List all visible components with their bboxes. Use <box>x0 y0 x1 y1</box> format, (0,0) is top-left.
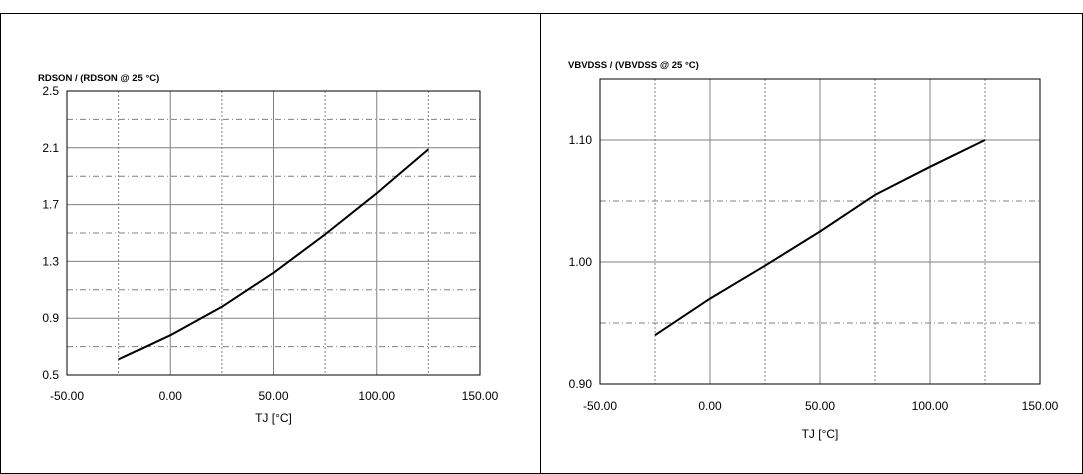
vbvdss-x-tick-label: -50.00 <box>583 399 617 413</box>
vbvdss-chart: 0.90 1.00 1.10 -50.00 0.00 50.00 100.00 150.00 V… <box>568 60 1059 441</box>
vbvdss-x-axis-label: TJ [°C] <box>802 427 839 441</box>
rdson-series-line <box>118 148 430 361</box>
rdson-x-tick-label: 50.00 <box>258 389 288 403</box>
rdson-chart: 0.5 0.9 1.3 1.7 2.1 2.5 -50.00 0.00 50.00 100.00 1… <box>38 73 499 425</box>
rdson-chart-title: RDSON / (RDSON @ 25 °C) <box>38 73 159 84</box>
rdson-x-tick-label: 100.00 <box>358 389 395 403</box>
vbvdss-x-tick-label: 50.00 <box>805 399 835 413</box>
rdson-y-tick-label: 1.7 <box>42 198 59 212</box>
vbvdss-plot-area <box>599 78 1041 385</box>
vbvdss-y-tick-label: 0.90 <box>569 377 593 391</box>
rdson-x-tick-label: 150.00 <box>462 389 499 403</box>
rdson-y-tick-label: 1.3 <box>42 254 59 268</box>
rdson-x-axis-label: TJ [°C] <box>255 411 292 425</box>
rdson-y-tick-label: 0.5 <box>42 368 59 382</box>
vbvdss-y-tick-label: 1.10 <box>569 133 593 147</box>
rdson-y-tick-label: 2.1 <box>42 141 59 155</box>
vbvdss-chart-title: VBVDSS / (VBVDSS @ 25 °C) <box>568 60 699 71</box>
vbvdss-x-tick-label: 100.00 <box>912 399 949 413</box>
vbvdss-x-tick-label: 0.00 <box>698 399 722 413</box>
vbvdss-series-line <box>654 139 986 337</box>
vbvdss-x-tick-label: 150.00 <box>1022 399 1059 413</box>
rdson-plot-area <box>66 90 481 376</box>
rdson-x-tick-label: 0.00 <box>159 389 183 403</box>
rdson-y-tick-label: 0.9 <box>42 311 59 325</box>
rdson-x-tick-label: -50.00 <box>50 389 84 403</box>
vbvdss-y-tick-label: 1.00 <box>569 255 593 269</box>
rdson-y-tick-label: 2.5 <box>42 84 59 98</box>
